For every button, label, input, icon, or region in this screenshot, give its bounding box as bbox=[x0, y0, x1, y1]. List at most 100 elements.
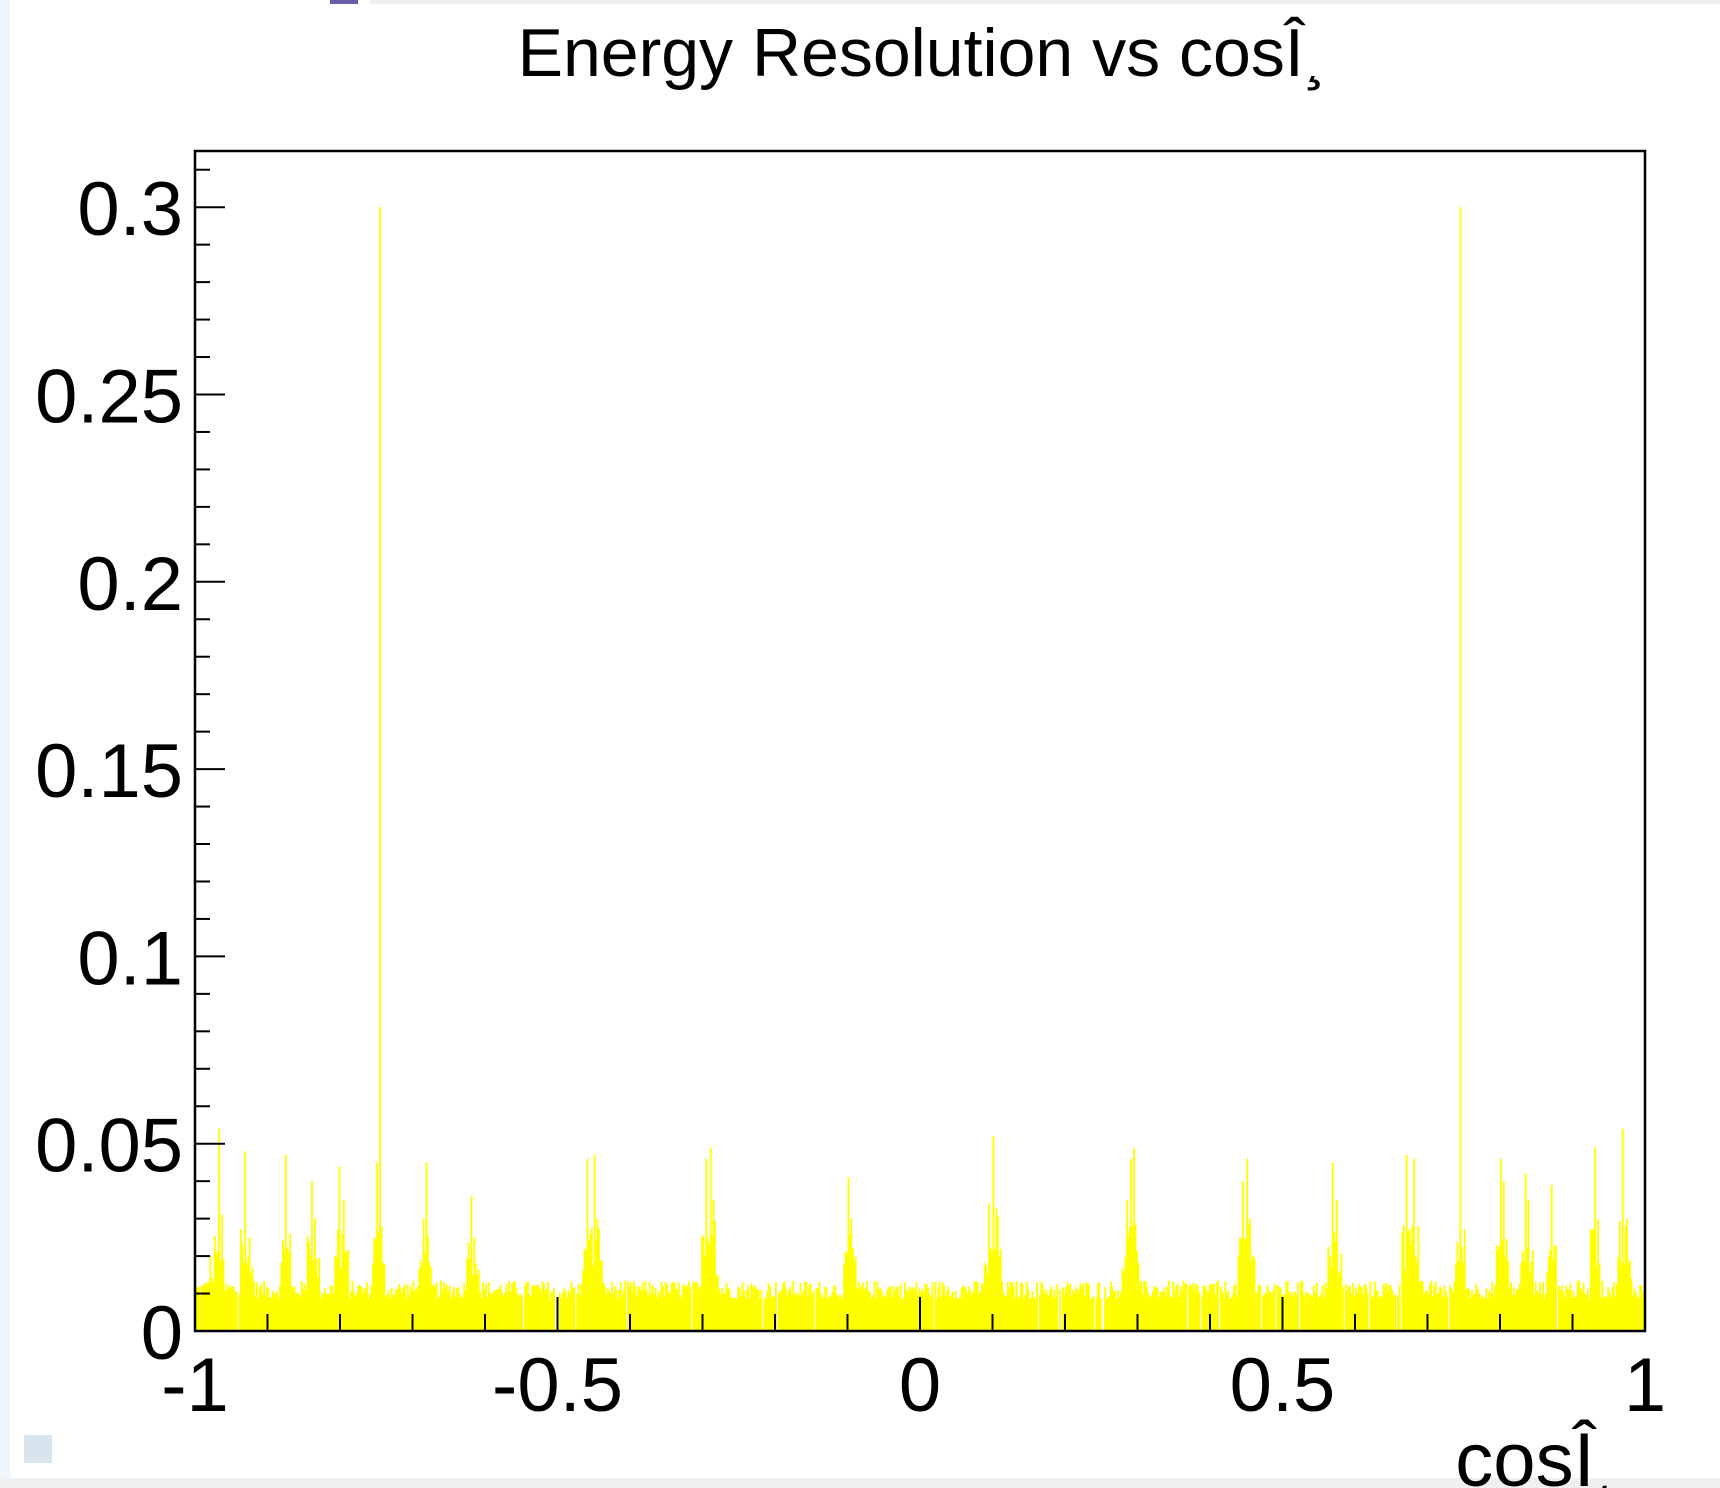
histogram-bar bbox=[653, 1294, 656, 1331]
histogram-bar bbox=[1636, 1296, 1639, 1331]
histogram-bar bbox=[229, 1288, 232, 1331]
histogram-bar bbox=[197, 1286, 200, 1331]
histogram-bar bbox=[966, 1293, 969, 1331]
histogram-bar bbox=[717, 1276, 719, 1331]
histogram-bar bbox=[1254, 1293, 1257, 1331]
histogram-bar bbox=[460, 1297, 463, 1331]
histogram-bar bbox=[728, 1289, 731, 1331]
histogram-bar bbox=[1022, 1298, 1025, 1331]
histogram-bar bbox=[337, 1229, 339, 1331]
histogram-bar bbox=[864, 1287, 867, 1331]
histogram-bar bbox=[1291, 1291, 1294, 1331]
histogram-bar bbox=[1624, 1225, 1627, 1331]
histogram-bar bbox=[1331, 1162, 1334, 1331]
histogram-bar bbox=[302, 1289, 305, 1331]
histogram-bar bbox=[1131, 1226, 1134, 1331]
y-tick-label: 0 bbox=[141, 1291, 183, 1376]
histogram-bar bbox=[496, 1289, 499, 1331]
histogram-bar bbox=[535, 1284, 538, 1331]
histogram-bar bbox=[656, 1297, 658, 1331]
histogram-bar bbox=[798, 1295, 801, 1331]
histogram-bar bbox=[486, 1297, 489, 1331]
histogram-bar bbox=[1560, 1286, 1563, 1331]
histogram-bar bbox=[1046, 1293, 1048, 1331]
histogram-bar bbox=[503, 1293, 506, 1331]
histogram-bar bbox=[985, 1265, 988, 1331]
histogram-bar bbox=[1434, 1281, 1437, 1331]
histogram-bar bbox=[527, 1281, 529, 1331]
histogram-bar bbox=[1072, 1289, 1075, 1331]
histogram-bar bbox=[818, 1281, 821, 1331]
histogram-bar bbox=[1384, 1286, 1386, 1331]
histogram-bar bbox=[701, 1237, 703, 1331]
histogram-bar bbox=[1051, 1296, 1054, 1331]
histogram-bar bbox=[474, 1264, 477, 1331]
histogram-bar bbox=[879, 1288, 882, 1331]
histogram-bar bbox=[815, 1288, 818, 1331]
histogram-bar bbox=[812, 1290, 815, 1331]
histogram-bar bbox=[644, 1280, 647, 1331]
histogram-bar bbox=[1476, 1288, 1479, 1331]
histogram-bar bbox=[1297, 1282, 1299, 1331]
histogram-bar bbox=[614, 1286, 616, 1331]
histogram-bar bbox=[218, 1128, 221, 1331]
histogram-bar bbox=[1584, 1293, 1586, 1331]
histogram-bar bbox=[1104, 1286, 1106, 1331]
histogram-bar bbox=[825, 1287, 828, 1331]
histogram-bar bbox=[434, 1286, 437, 1331]
histogram-bar bbox=[1418, 1281, 1421, 1331]
histogram-bar bbox=[595, 1239, 598, 1331]
histogram-bar bbox=[398, 1284, 400, 1331]
histogram-bar bbox=[898, 1295, 901, 1331]
histogram-bar bbox=[928, 1294, 931, 1331]
histogram-bar bbox=[759, 1298, 761, 1331]
histogram-bar bbox=[261, 1293, 264, 1331]
histogram-bar bbox=[843, 1264, 845, 1331]
histogram-bar bbox=[519, 1294, 522, 1331]
histogram-bar bbox=[1444, 1290, 1447, 1331]
x-axis: -1 -0.5 0 0.5 1 bbox=[161, 1297, 1666, 1428]
histogram-bar bbox=[1111, 1286, 1114, 1331]
top-marker bbox=[330, 0, 358, 4]
histogram-bar bbox=[650, 1294, 653, 1331]
histogram-bar bbox=[853, 1260, 856, 1331]
histogram-bar bbox=[1585, 1295, 1588, 1331]
histogram-bar bbox=[615, 1289, 618, 1331]
histogram-bar bbox=[1333, 1231, 1336, 1331]
histogram-bar bbox=[993, 1249, 996, 1331]
histogram-bar bbox=[1138, 1285, 1141, 1331]
histogram-bar bbox=[1041, 1285, 1044, 1331]
histogram-bar bbox=[616, 1298, 619, 1331]
histogram-bar bbox=[206, 1283, 209, 1331]
histogram-bar bbox=[949, 1297, 951, 1331]
histogram-bar bbox=[1118, 1296, 1121, 1331]
histogram-bar bbox=[219, 1260, 222, 1331]
histogram-bar bbox=[1507, 1261, 1510, 1331]
histogram-bar bbox=[1408, 1229, 1411, 1331]
histogram-bar bbox=[280, 1262, 283, 1331]
histogram-bar bbox=[1602, 1297, 1605, 1331]
histogram-bar bbox=[612, 1293, 615, 1331]
histogram-bar bbox=[1234, 1283, 1237, 1331]
histogram-bar bbox=[743, 1290, 745, 1331]
histogram-bar bbox=[576, 1293, 579, 1331]
histogram-bar bbox=[876, 1281, 879, 1331]
histogram-bar bbox=[793, 1293, 796, 1331]
histogram-bar bbox=[421, 1265, 424, 1331]
histogram-bar bbox=[1224, 1281, 1227, 1331]
histogram-bar bbox=[1518, 1283, 1521, 1331]
histogram-bar bbox=[901, 1298, 903, 1331]
corner-square-icon[interactable] bbox=[24, 1435, 52, 1463]
histogram-bar bbox=[1143, 1281, 1146, 1331]
histogram-bar bbox=[1269, 1292, 1272, 1331]
histogram-bar bbox=[1481, 1294, 1483, 1331]
histogram-bar bbox=[583, 1248, 586, 1331]
histogram-bar bbox=[1289, 1294, 1292, 1331]
histogram-bar bbox=[899, 1283, 902, 1331]
histogram-bar bbox=[1014, 1297, 1017, 1331]
histogram-bar bbox=[1391, 1290, 1394, 1331]
histogram-bar bbox=[1614, 1296, 1617, 1331]
histogram-bar bbox=[1611, 1286, 1614, 1331]
histogram-bar bbox=[274, 1294, 277, 1331]
histogram-bar bbox=[756, 1289, 758, 1331]
